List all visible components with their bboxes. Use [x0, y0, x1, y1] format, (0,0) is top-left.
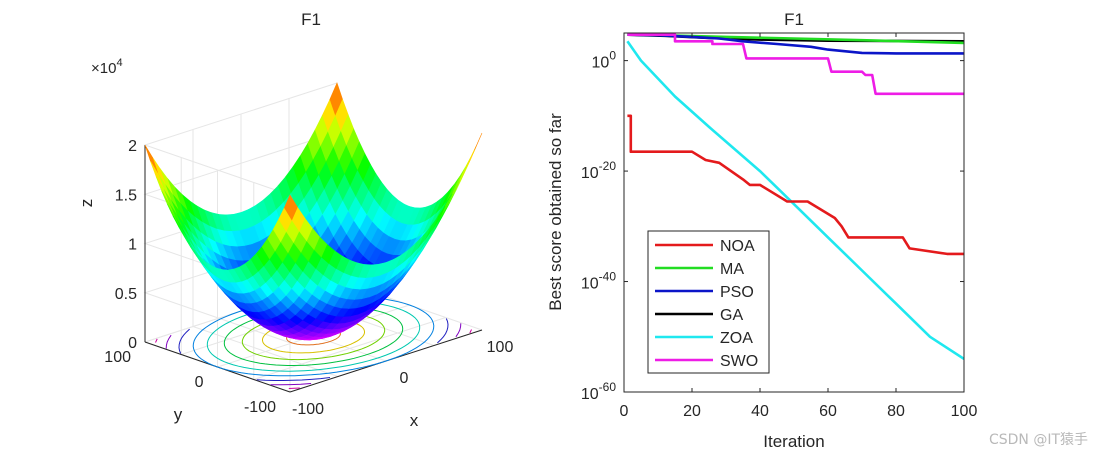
x-tick-label: 20	[683, 403, 701, 420]
y-tick-label: 0	[195, 374, 204, 391]
watermark: CSDN @IT猿手	[988, 432, 1088, 448]
y-tick-base: 10	[581, 386, 599, 403]
x-tick-label: -100	[292, 401, 324, 418]
y-tick-base: 10	[581, 165, 599, 182]
z-tick-label: 0	[128, 335, 137, 352]
legend-label-ga: GA	[720, 307, 743, 324]
z-tick-label: 1	[128, 237, 137, 254]
legend-label-zoa: ZOA	[720, 330, 753, 347]
z-exponent-base: ×10	[91, 60, 116, 77]
surface-face	[284, 194, 298, 221]
x-tick-label: 100	[487, 339, 514, 356]
legend-label-ma: MA	[720, 261, 744, 278]
y-tick-base: 10	[581, 276, 599, 293]
plot-frame	[623, 32, 965, 393]
convergence-title: F1	[784, 10, 804, 29]
series-line-swo	[627, 33, 964, 96]
legend-label-swo: SWO	[720, 353, 758, 370]
surface-title: F1	[301, 10, 321, 29]
x-tick-label: 0	[400, 370, 409, 387]
x-tick-label: 40	[751, 403, 769, 420]
y-tick-label: 10-60	[581, 380, 616, 403]
score-axis-label: Best score obtained so far	[546, 113, 565, 311]
legend-label-noa: NOA	[720, 238, 755, 255]
y-tick-exponent: -40	[599, 270, 617, 284]
legend-box	[647, 230, 770, 374]
y-tick-exponent: -60	[599, 380, 617, 394]
series-line-pso	[627, 33, 964, 55]
y-tick-label: 10-20	[581, 159, 616, 182]
z-tick-label: 2	[128, 138, 137, 155]
series-line-noa	[627, 114, 964, 256]
x-tick-label: 60	[819, 403, 837, 420]
x-tick-label: 0	[620, 403, 629, 420]
y-tick-label: 10-40	[581, 270, 616, 293]
iteration-axis-label: Iteration	[763, 432, 824, 451]
x-axis-label: x	[410, 411, 419, 430]
z-axis-label: z	[77, 199, 96, 208]
y-tick-exponent: 0	[609, 49, 616, 63]
y-tick-label: 100	[104, 349, 131, 366]
surface-mesh	[144, 82, 483, 341]
z-tick-label: 1.5	[115, 187, 137, 204]
x-tick-label: 100	[951, 403, 978, 420]
y-tick-label: 100	[592, 49, 617, 72]
y-tick-exponent: -20	[599, 159, 617, 173]
z-exponent-power: 4	[116, 57, 122, 69]
y-tick-base: 10	[592, 55, 610, 72]
series-lines	[626, 33, 964, 360]
legend-label-pso: PSO	[720, 284, 754, 301]
z-exponent-label: ×104	[91, 57, 123, 77]
x-tick-label: 80	[887, 403, 905, 420]
legend: NOA MA PSO GA ZOA SWO	[647, 230, 770, 374]
z-tick-label: 0.5	[115, 286, 137, 303]
series-line-zoa	[626, 40, 964, 360]
y-tick-label: -100	[244, 399, 276, 416]
y-axis-label: y	[174, 405, 183, 424]
